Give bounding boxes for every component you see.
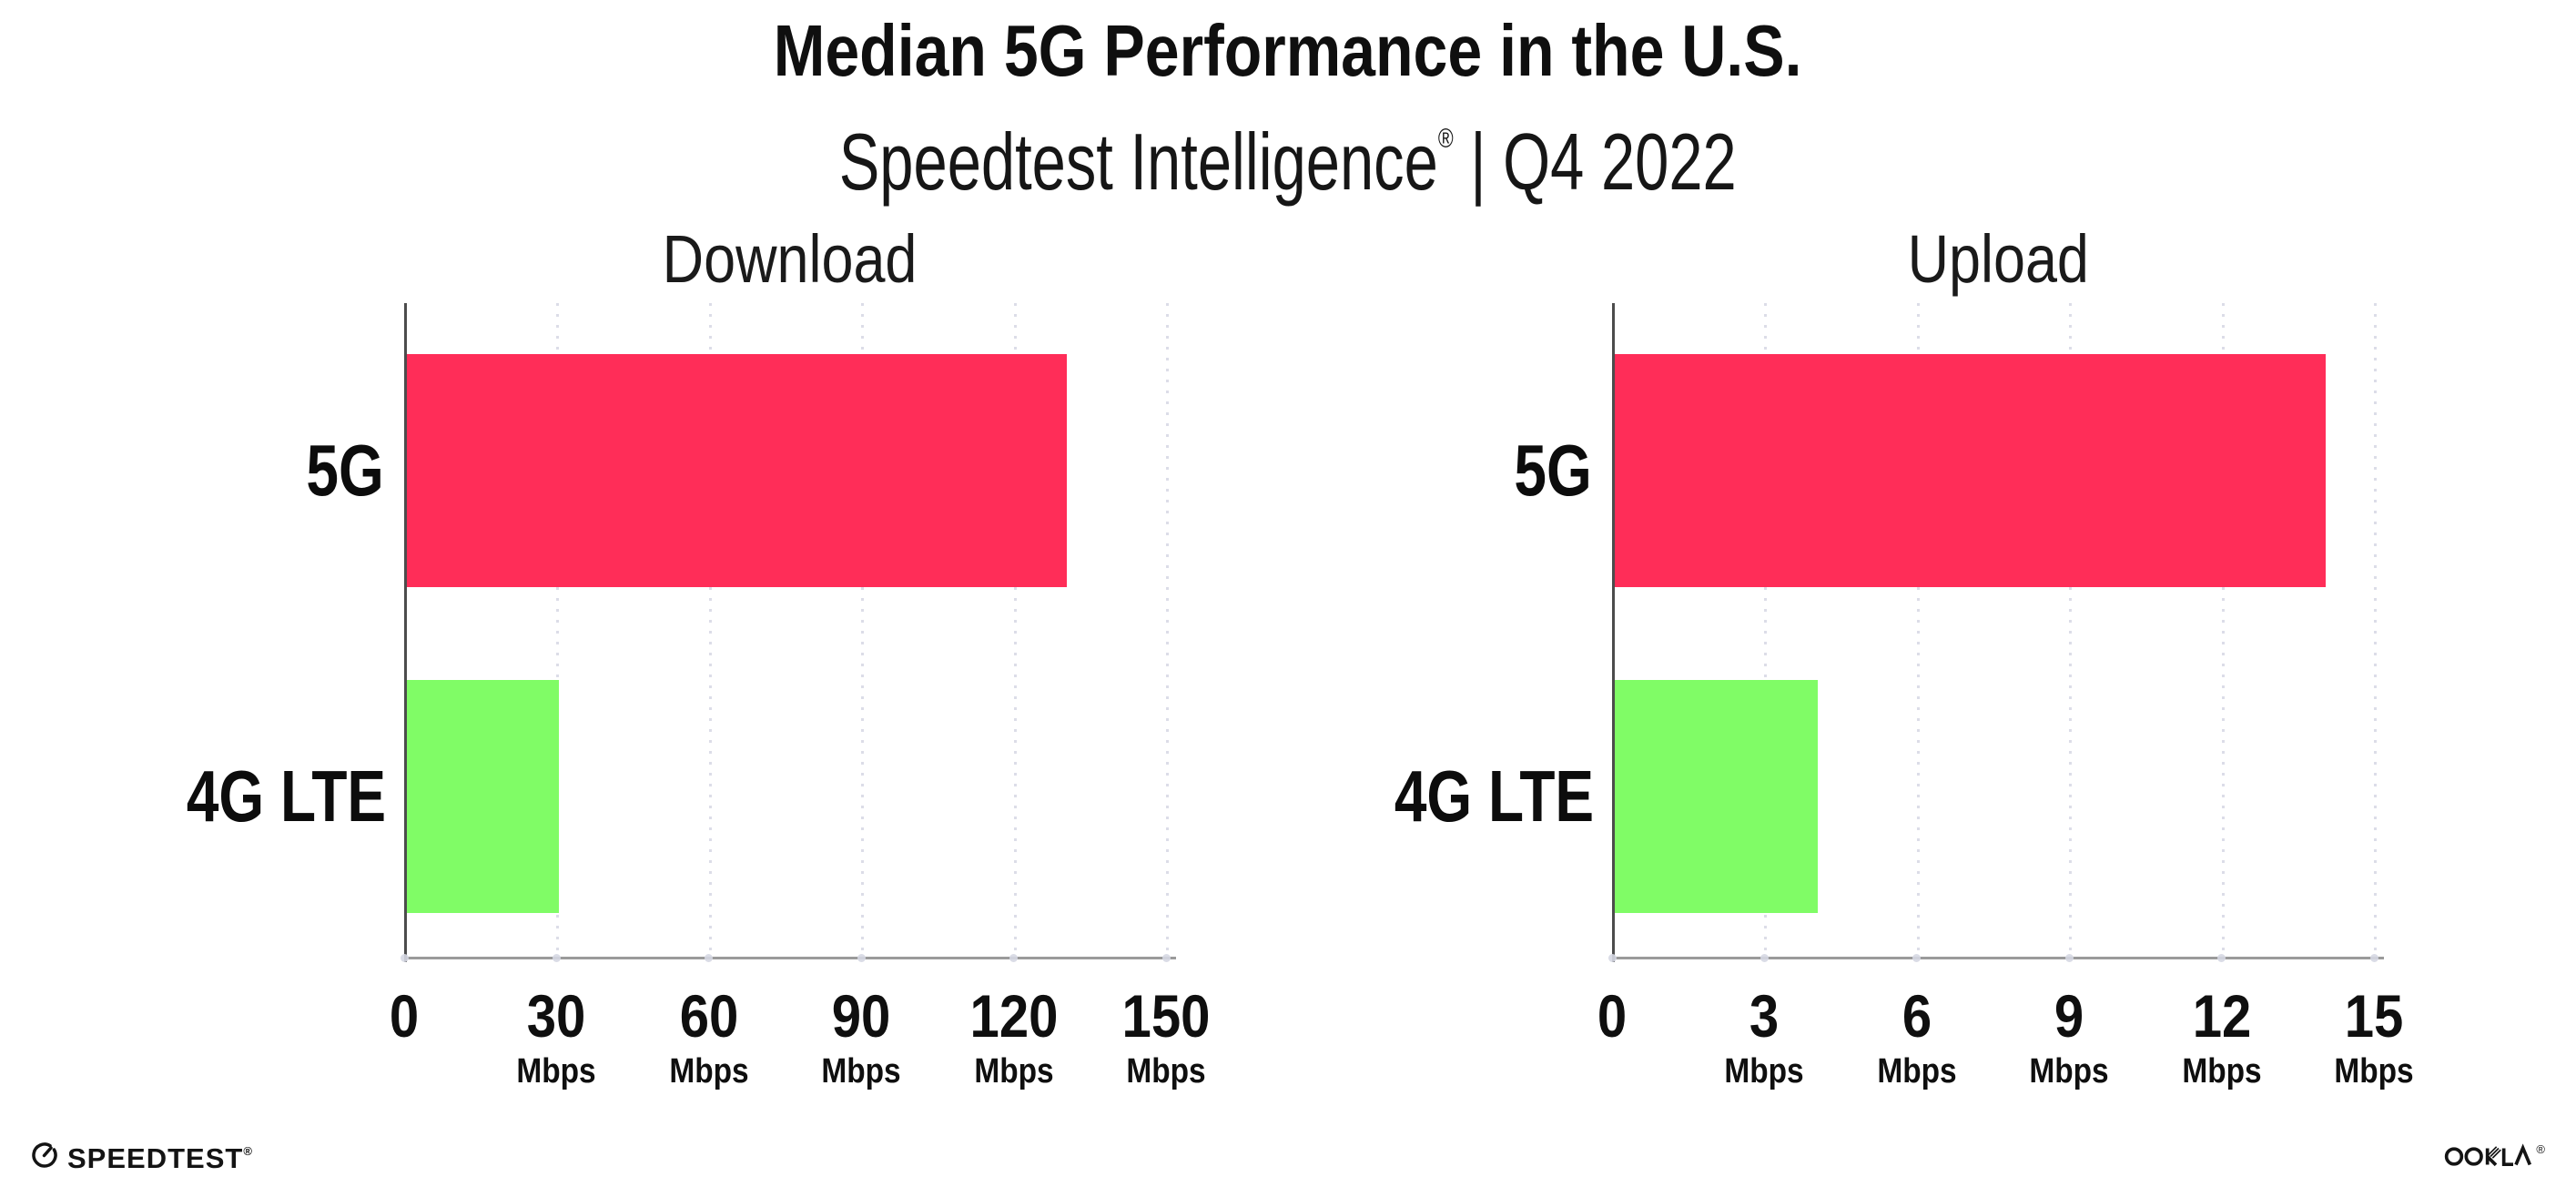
x-tick-15: 15 Mbps (2328, 982, 2419, 1093)
gridline-12 (2221, 303, 2225, 957)
x-axis-labels: 0 30 Mbps 60 Mbps 90 Mbps 120 Mbps 150 Mbps (390, 982, 1211, 1119)
upload-chart: Upload 5G 4G LTE 0 3 Mbps 6 Mbps 9 Mbps 12 Mbps 15… (1344, 209, 2414, 1120)
axis-tick-dot-60 (705, 954, 714, 962)
axis-tick-dot-12 (2217, 954, 2226, 962)
chart-title-text: Download (663, 221, 918, 297)
plot-area (400, 303, 1176, 962)
gridline-3 (1764, 303, 1768, 957)
x-tick-unit: Mbps (973, 1052, 1054, 1090)
x-tick-value: 120 (969, 982, 1059, 1050)
x-tick-120: 120 Mbps (964, 982, 1064, 1093)
x-tick-value: 0 (389, 982, 420, 1050)
bar-4g-lte-download (407, 680, 560, 913)
download-chart: Download 5G 4G LTE 0 30 Mbps 60 Mbps 90 Mbps 120… (137, 209, 1211, 1120)
axis-tick-dot-15 (2369, 954, 2378, 962)
axis-tick-dot-120 (1009, 954, 1019, 962)
chart-title-text: Upload (1907, 221, 2089, 297)
axis-tick-dot-3 (1760, 954, 1769, 962)
chart-title-upload: Upload (1612, 223, 2384, 296)
x-tick-value: 9 (2054, 982, 2084, 1050)
x-tick-unit: Mbps (2181, 1052, 2262, 1090)
x-tick-60: 60 Mbps (664, 982, 754, 1093)
category-label-4g-lte: 4G LTE (137, 756, 387, 837)
gridline-6 (1916, 303, 1920, 957)
page-title-text: Median 5G Performance in the U.S. (774, 10, 1802, 91)
y-axis-line (404, 303, 407, 962)
x-tick-9: 9 Mbps (2024, 982, 2115, 1093)
x-tick-0: 0 (1596, 982, 1629, 1050)
x-tick-30: 30 Mbps (512, 982, 602, 1093)
x-tick-6: 6 Mbps (1871, 982, 1962, 1093)
x-tick-value: 90 (831, 982, 891, 1050)
axis-tick-dot-30 (552, 954, 561, 962)
registered-trademark-icon: ® (2536, 1142, 2545, 1156)
x-tick-90: 90 Mbps (816, 982, 907, 1093)
gridline-30 (556, 303, 560, 957)
x-tick-unit: Mbps (1126, 1052, 1206, 1090)
gridline-9 (2069, 303, 2073, 957)
x-tick-value: 60 (679, 982, 739, 1050)
x-tick-3: 3 Mbps (1719, 982, 1810, 1093)
x-tick-unit: Mbps (2334, 1052, 2414, 1090)
category-label-5g: 5G (137, 432, 384, 509)
ookla-wordmark-icon (2445, 1143, 2532, 1167)
plot-area (1607, 303, 2384, 962)
speedtest-wordmark: SPEEDTEST® (67, 1137, 253, 1173)
registered-trademark-icon: ® (1438, 124, 1454, 154)
category-label-5g: 5G (1344, 432, 1592, 509)
x-axis-labels: 0 3 Mbps 6 Mbps 9 Mbps 12 Mbps 15 Mbps (1597, 982, 2414, 1119)
axis-tick-dot-0 (1607, 954, 1617, 962)
category-label-text: 4G LTE (186, 756, 387, 837)
x-axis-line (1612, 957, 2384, 959)
speedtest-gauge-icon (32, 1142, 57, 1168)
gridline-150 (1166, 303, 1169, 957)
x-tick-unit: Mbps (1877, 1052, 1957, 1090)
x-axis-line (404, 957, 1176, 959)
x-tick-0: 0 (388, 982, 421, 1050)
category-label-4g-lte: 4G LTE (1344, 756, 1595, 837)
gridline-60 (708, 303, 712, 957)
x-tick-value: 30 (527, 982, 586, 1050)
page-title: Median 5G Performance in the U.S. (0, 9, 2576, 93)
x-tick-unit: Mbps (669, 1052, 749, 1090)
gridline-15 (2374, 303, 2377, 957)
axis-tick-dot-90 (857, 954, 866, 962)
bar-5g-upload (1615, 354, 2327, 587)
x-tick-12: 12 Mbps (2176, 982, 2267, 1093)
ookla-logo: ® (2443, 1142, 2545, 1167)
x-tick-value: 6 (1902, 982, 1932, 1050)
x-tick-unit: Mbps (516, 1052, 597, 1090)
x-tick-value: 150 (1121, 982, 1211, 1050)
page-subtitle: Speedtest Intelligence® | Q4 2022 (0, 96, 2576, 206)
registered-trademark-icon: ® (243, 1144, 253, 1158)
category-label-text: 4G LTE (1394, 756, 1595, 837)
axis-tick-dot-6 (1912, 954, 1922, 962)
x-tick-value: 12 (2192, 982, 2251, 1050)
x-tick-value: 3 (1749, 982, 1780, 1050)
chart-title-download: Download (404, 223, 1176, 296)
speedtest-logo: SPEEDTEST® (30, 1137, 253, 1173)
y-axis-line (1612, 303, 1615, 962)
subtitle-period: | Q4 2022 (1453, 117, 1738, 207)
subtitle-brand: Speedtest Intelligence (838, 117, 1439, 207)
x-tick-unit: Mbps (2029, 1052, 2109, 1090)
category-label-text: 5G (306, 430, 384, 511)
gridline-120 (1013, 303, 1017, 957)
x-tick-unit: Mbps (821, 1052, 901, 1090)
speedtest-wordmark-text: SPEEDTEST (67, 1142, 244, 1174)
x-tick-value: 0 (1597, 982, 1628, 1050)
axis-tick-dot-9 (2064, 954, 2074, 962)
gridline-90 (861, 303, 865, 957)
axis-tick-dot-0 (400, 954, 409, 962)
page-subtitle-text: Speedtest Intelligence® | Q4 2022 (839, 96, 1737, 206)
category-label-text: 5G (1514, 430, 1592, 511)
bar-4g-lte-upload (1615, 680, 1819, 913)
x-tick-150: 150 Mbps (1116, 982, 1216, 1093)
x-tick-unit: Mbps (1724, 1052, 1805, 1090)
x-tick-value: 15 (2344, 982, 2404, 1050)
bar-5g-download (407, 354, 1068, 587)
axis-tick-dot-150 (1161, 954, 1171, 962)
